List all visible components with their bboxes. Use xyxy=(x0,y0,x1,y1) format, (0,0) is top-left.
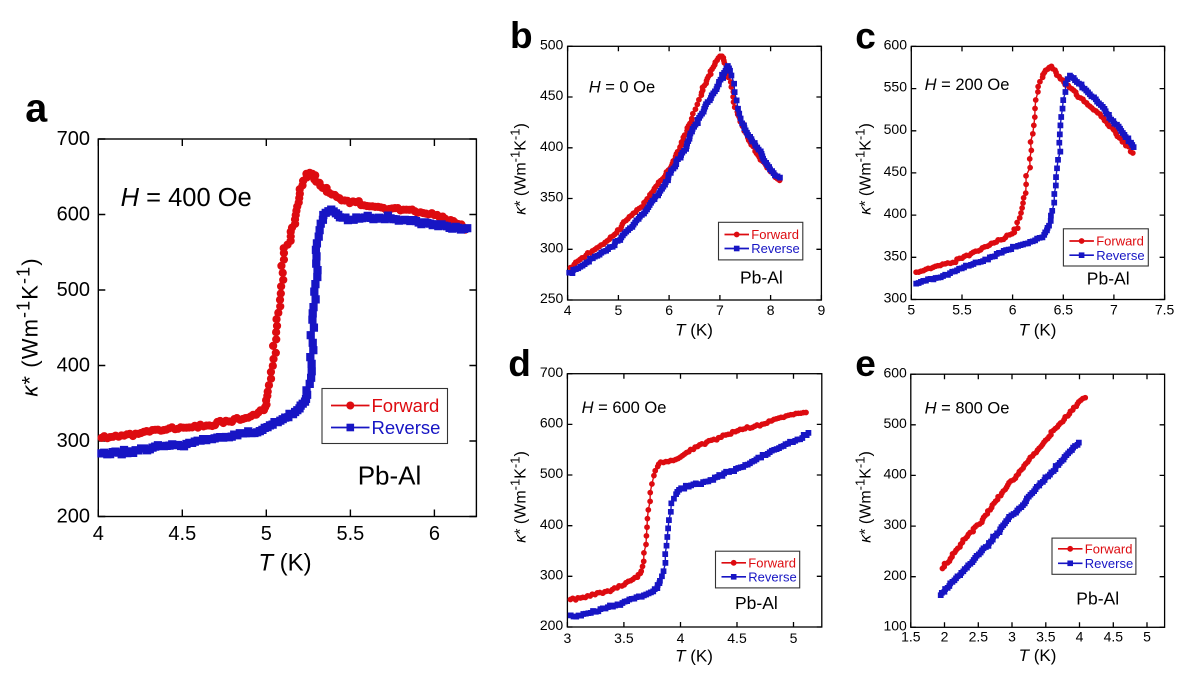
svg-text:T (K): T (K) xyxy=(675,647,713,666)
svg-text:Forward: Forward xyxy=(751,227,799,242)
svg-text:7: 7 xyxy=(716,302,724,318)
svg-text:500: 500 xyxy=(540,465,564,481)
svg-text:Pb-Al: Pb-Al xyxy=(358,460,422,490)
svg-text:6: 6 xyxy=(665,302,673,318)
svg-text:450: 450 xyxy=(540,87,564,103)
svg-text:300: 300 xyxy=(540,566,564,582)
svg-text:4: 4 xyxy=(1076,629,1084,645)
svg-text:250: 250 xyxy=(540,290,564,306)
svg-text:T (K): T (K) xyxy=(1019,646,1057,665)
svg-text:4.5: 4.5 xyxy=(727,630,747,646)
svg-text:T (K): T (K) xyxy=(258,550,311,577)
svg-text:200: 200 xyxy=(540,617,564,633)
svg-text:400: 400 xyxy=(57,355,90,377)
svg-text:Forward: Forward xyxy=(748,556,796,571)
svg-text:400: 400 xyxy=(540,138,564,154)
svg-text:500: 500 xyxy=(57,279,90,301)
svg-text:H = 400 Oe: H = 400 Oe xyxy=(121,184,252,212)
svg-text:T (K): T (K) xyxy=(675,321,713,340)
svg-text:600: 600 xyxy=(884,37,908,53)
svg-text:100: 100 xyxy=(883,617,907,633)
svg-text:700: 700 xyxy=(57,128,90,150)
svg-text:4: 4 xyxy=(564,302,572,318)
svg-text:700: 700 xyxy=(540,364,564,380)
svg-text:Reverse: Reverse xyxy=(751,241,799,256)
svg-text:T (K): T (K) xyxy=(1019,321,1057,340)
svg-text:2: 2 xyxy=(941,629,949,645)
svg-text:6: 6 xyxy=(1009,302,1017,318)
svg-text:300: 300 xyxy=(57,430,90,452)
svg-text:5: 5 xyxy=(1143,629,1151,645)
svg-text:e: e xyxy=(855,343,876,384)
svg-text:400: 400 xyxy=(540,516,564,532)
svg-text:600: 600 xyxy=(883,364,907,380)
svg-text:5: 5 xyxy=(615,302,623,318)
svg-text:κ* (Wm-1K-1): κ* (Wm-1K-1) xyxy=(508,123,530,215)
svg-text:Reverse: Reverse xyxy=(1085,556,1133,571)
svg-text:5: 5 xyxy=(790,630,798,646)
svg-text:b: b xyxy=(510,15,533,56)
svg-text:7.5: 7.5 xyxy=(1155,302,1175,318)
svg-text:200: 200 xyxy=(57,506,90,528)
svg-text:5.5: 5.5 xyxy=(952,302,972,318)
svg-text:4.5: 4.5 xyxy=(168,523,196,545)
svg-text:7: 7 xyxy=(1110,302,1118,318)
svg-text:350: 350 xyxy=(884,247,908,263)
svg-text:4.5: 4.5 xyxy=(1104,629,1124,645)
svg-text:6.5: 6.5 xyxy=(1054,302,1074,318)
svg-text:600: 600 xyxy=(540,414,564,430)
svg-text:5: 5 xyxy=(261,523,272,545)
svg-text:Forward: Forward xyxy=(1085,542,1133,557)
svg-text:1.5: 1.5 xyxy=(901,629,921,645)
svg-text:Reverse: Reverse xyxy=(372,417,441,438)
svg-text:3: 3 xyxy=(564,630,572,646)
svg-text:450: 450 xyxy=(884,163,908,179)
svg-text:4: 4 xyxy=(677,630,685,646)
svg-text:550: 550 xyxy=(884,79,908,95)
svg-text:500: 500 xyxy=(883,415,907,431)
svg-text:a: a xyxy=(25,87,48,131)
svg-text:9: 9 xyxy=(818,302,826,318)
svg-text:Forward: Forward xyxy=(372,395,440,416)
svg-text:500: 500 xyxy=(884,121,908,137)
svg-text:κ* (Wm-1K-1): κ* (Wm-1K-1) xyxy=(508,451,530,543)
svg-text:H = 200 Oe: H = 200 Oe xyxy=(925,76,1010,94)
svg-text:c: c xyxy=(855,16,876,57)
svg-text:Pb-Al: Pb-Al xyxy=(735,593,778,613)
svg-text:Pb-Al: Pb-Al xyxy=(740,268,783,288)
svg-text:400: 400 xyxy=(883,466,907,482)
svg-text:H = 600 Oe: H = 600 Oe xyxy=(582,399,667,417)
svg-text:3.5: 3.5 xyxy=(614,630,634,646)
svg-text:300: 300 xyxy=(884,290,908,306)
svg-text:H = 800 Oe: H = 800 Oe xyxy=(925,400,1010,418)
svg-text:d: d xyxy=(508,343,531,384)
svg-text:500: 500 xyxy=(540,36,564,52)
svg-text:8: 8 xyxy=(767,302,775,318)
svg-text:Reverse: Reverse xyxy=(1096,248,1144,263)
svg-text:300: 300 xyxy=(540,239,564,255)
svg-text:Reverse: Reverse xyxy=(748,570,796,585)
svg-text:6: 6 xyxy=(429,523,440,545)
svg-text:300: 300 xyxy=(883,516,907,532)
svg-text:Pb-Al: Pb-Al xyxy=(1087,269,1130,289)
svg-text:600: 600 xyxy=(57,204,90,226)
svg-text:400: 400 xyxy=(884,205,908,221)
svg-text:5: 5 xyxy=(907,302,915,318)
svg-text:Pb-Al: Pb-Al xyxy=(1076,588,1119,608)
svg-text:H = 0 Oe: H = 0 Oe xyxy=(589,79,656,97)
svg-text:Forward: Forward xyxy=(1096,234,1144,249)
svg-text:350: 350 xyxy=(540,189,564,205)
svg-text:4: 4 xyxy=(93,523,104,545)
svg-text:5.5: 5.5 xyxy=(336,523,364,545)
svg-text:3.5: 3.5 xyxy=(1036,629,1056,645)
svg-text:3: 3 xyxy=(1008,629,1016,645)
svg-text:κ* (Wm-1K-1): κ* (Wm-1K-1) xyxy=(14,257,43,396)
svg-text:2.5: 2.5 xyxy=(969,629,989,645)
svg-text:κ* (Wm-1K-1): κ* (Wm-1K-1) xyxy=(853,451,875,543)
svg-text:κ* (Wm-1K-1): κ* (Wm-1K-1) xyxy=(853,123,875,215)
svg-text:200: 200 xyxy=(883,567,907,583)
